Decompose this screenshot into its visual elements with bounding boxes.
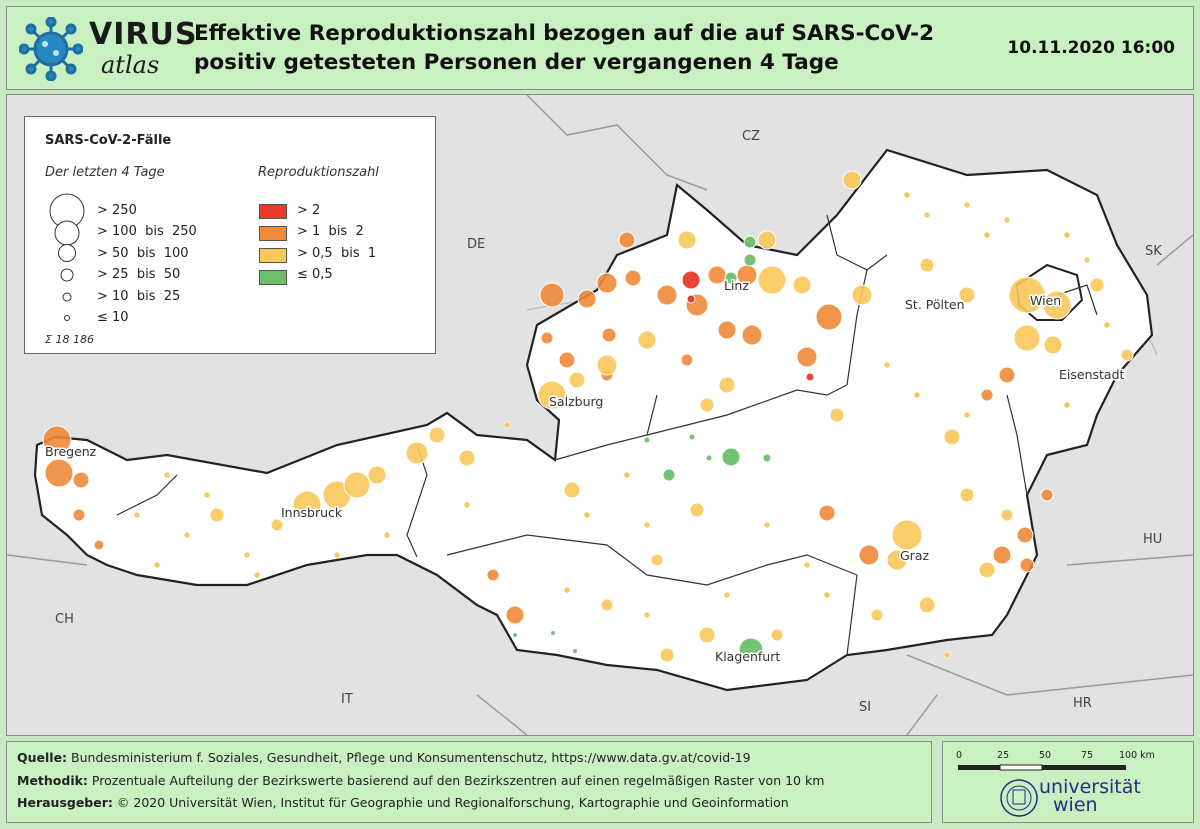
city-label-linz: Linz (724, 278, 749, 293)
legend-circle-s (60, 268, 74, 282)
scale-tick-label: 75 (1081, 750, 1094, 761)
neighbour-borders (7, 95, 1193, 735)
legend-size-heading: Der letzten 4 Tage (45, 165, 165, 180)
city-label-eisenstadt: Eisenstadt (1059, 367, 1125, 382)
legend-circle-l (54, 220, 80, 246)
legend-size-symbols (49, 193, 85, 321)
bubbles-red (681, 270, 815, 382)
legend-color-label: > 2 (297, 203, 321, 218)
footer-method: Methodik: Prozentuale Aufteilung der Bez… (17, 773, 824, 788)
legend-swatch-yellow (259, 248, 287, 263)
logo-word-atlas: atlas (101, 51, 160, 79)
legend-size-label: > 10 bis 25 (97, 289, 181, 304)
footer-publisher-text: © 2020 Universität Wien, Institut für Ge… (116, 795, 789, 810)
city-label-bregenz: Bregenz (45, 444, 97, 459)
page-title: Effektive Reproduktionszahl bezogen auf … (194, 19, 954, 77)
scale-tick-label: 25 (997, 750, 1010, 761)
legend-color-label: ≤ 0,5 (297, 267, 333, 282)
city-label-klagenfurt: Klagenfurt (715, 649, 780, 664)
city-label-st-poelten: St. Pölten (905, 297, 965, 312)
legend-color-label: > 1 bis 2 (297, 224, 364, 239)
scale-panel: 0 25 50 75 100 km universität wien (942, 741, 1194, 823)
legend-circle-m (58, 244, 76, 262)
city-label-graz: Graz (900, 548, 929, 563)
scale-bar (958, 764, 1126, 771)
scale-tick-label: 100 km (1119, 750, 1155, 761)
virus-atlas-logo: VIRUS atlas (19, 15, 196, 85)
country-label-hu: HU (1143, 532, 1162, 547)
country-label-ch: CH (55, 612, 74, 627)
footer-panel: Quelle: Bundesministerium f. Soziales, G… (6, 741, 932, 823)
footer-source: Quelle: Bundesministerium f. Soziales, G… (17, 750, 751, 765)
footer-method-label: Methodik: (17, 773, 88, 788)
footer-publisher: Herausgeber: © 2020 Universität Wien, In… (17, 795, 789, 810)
country-label-cz: CZ (742, 129, 760, 144)
legend-size-label: > 250 (97, 203, 137, 218)
footer-publisher-label: Herausgeber: (17, 795, 113, 810)
city-label-wien: Wien (1030, 293, 1061, 308)
legend-box: SARS-CoV-2-Fälle Der letzten 4 Tage Repr… (24, 116, 436, 354)
legend-circle-xs (62, 292, 72, 302)
bubbles-small (133, 191, 1111, 659)
legend-size-label: ≤ 10 (97, 310, 129, 325)
bubbles-orange (42, 231, 1054, 625)
logo-word-virus: VIRUS (89, 17, 198, 52)
country-label-hr: HR (1073, 696, 1092, 711)
country-label-si: SI (859, 700, 871, 715)
map-canvas[interactable]: CZ DE SK HU CH IT SI HR (7, 95, 1193, 735)
university-seal-icon (1000, 779, 1038, 817)
city-label-salzburg: Salzburg (549, 394, 603, 409)
country-label-sk: SK (1145, 244, 1162, 259)
country-label-de: DE (467, 237, 485, 252)
scale-tick-label: 0 (956, 750, 963, 761)
legend-color-heading: Reproduktionszahl (258, 165, 379, 180)
bubbles-green (512, 235, 772, 663)
legend-swatch-green (259, 270, 287, 285)
university-name-line1: universität (1039, 776, 1141, 798)
timestamp: 10.11.2020 16:00 (1007, 38, 1175, 58)
footer-source-label: Quelle: (17, 750, 68, 765)
city-label-innsbruck: Innsbruck (281, 505, 343, 520)
title-line-1: Effektive Reproduktionszahl bezogen auf … (194, 21, 935, 46)
university-name-line2: wien (1053, 794, 1098, 816)
legend-swatch-orange (259, 226, 287, 241)
footer-method-text: Prozentuale Aufteilung der Bezirkswerte … (91, 773, 825, 788)
bubbles-yellow (209, 170, 1134, 663)
legend-size-label: > 100 bis 250 (97, 224, 197, 239)
scale-tick-label: 50 (1039, 750, 1052, 761)
legend-size-label: > 50 bis 100 (97, 246, 189, 261)
country-label-it: IT (341, 692, 353, 707)
legend-circle-xxs (64, 315, 70, 321)
legend-size-label: > 25 bis 50 (97, 267, 181, 282)
virus-icon (19, 17, 83, 81)
title-line-2: positiv getesteten Personen der vergange… (194, 50, 839, 75)
legend-title: SARS-CoV-2-Fälle (45, 133, 172, 148)
footer-source-text: Bundesministerium f. Soziales, Gesundhei… (71, 750, 751, 765)
header-panel: VIRUS atlas Effektive Reproduktionszahl … (6, 6, 1194, 90)
legend-color-label: > 0,5 bis 1 (297, 246, 377, 261)
legend-swatch-red (259, 204, 287, 219)
legend-total: Σ 18 186 (45, 333, 94, 346)
